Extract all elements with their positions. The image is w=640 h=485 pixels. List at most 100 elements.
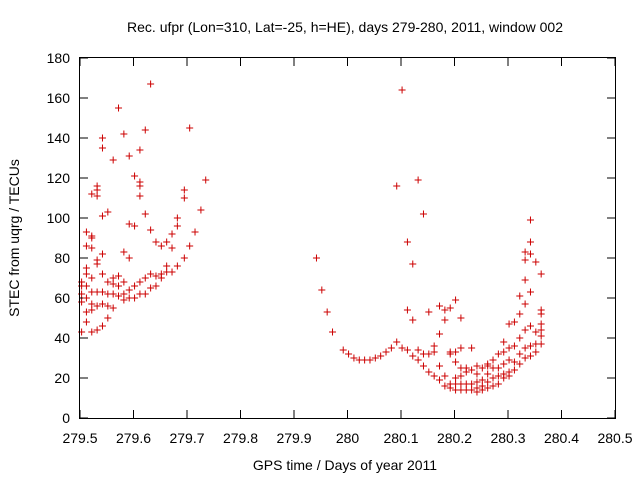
data-point bbox=[537, 340, 545, 348]
data-point bbox=[88, 244, 96, 252]
y-tick-label: 0 bbox=[62, 410, 70, 426]
data-point bbox=[500, 348, 508, 356]
y-tick-label: 60 bbox=[54, 290, 70, 306]
y-tick-label: 40 bbox=[54, 330, 70, 346]
data-point bbox=[516, 360, 524, 368]
data-point bbox=[521, 344, 529, 352]
data-point bbox=[537, 320, 545, 328]
data-point bbox=[526, 342, 534, 350]
data-point bbox=[88, 190, 96, 198]
data-point bbox=[505, 368, 513, 376]
data-point bbox=[446, 304, 454, 312]
data-point bbox=[202, 176, 210, 184]
data-point bbox=[191, 228, 199, 236]
y-tick-label: 20 bbox=[54, 370, 70, 386]
data-point bbox=[98, 250, 106, 258]
data-point bbox=[494, 364, 502, 372]
data-point bbox=[409, 260, 417, 268]
data-point bbox=[478, 376, 486, 384]
data-point bbox=[136, 146, 144, 154]
data-point bbox=[109, 280, 117, 288]
data-point bbox=[120, 278, 128, 286]
y-axis-ticks: 0 20 40 60 80 100 120 140 160 180 bbox=[47, 50, 615, 426]
data-point bbox=[382, 348, 390, 356]
data-point bbox=[521, 326, 529, 334]
data-point bbox=[98, 300, 106, 308]
data-point bbox=[441, 382, 449, 390]
data-point bbox=[141, 274, 149, 282]
data-point bbox=[173, 214, 181, 222]
data-point bbox=[398, 344, 406, 352]
data-point bbox=[414, 356, 422, 364]
data-point bbox=[425, 350, 433, 358]
data-point bbox=[510, 366, 518, 374]
data-point bbox=[186, 242, 194, 250]
data-point bbox=[186, 124, 194, 132]
data-point bbox=[82, 318, 90, 326]
data-point bbox=[125, 220, 133, 228]
data-point bbox=[168, 244, 176, 252]
data-point bbox=[173, 262, 181, 270]
data-point bbox=[98, 212, 106, 220]
data-point bbox=[441, 316, 449, 324]
data-point bbox=[430, 342, 438, 350]
data-point bbox=[473, 370, 481, 378]
data-point bbox=[136, 192, 144, 200]
data-point bbox=[468, 386, 476, 394]
data-point bbox=[125, 286, 133, 294]
data-point bbox=[521, 256, 529, 264]
plot-frame bbox=[79, 57, 616, 419]
data-point bbox=[93, 256, 101, 264]
data-point bbox=[131, 222, 139, 230]
data-point bbox=[510, 358, 518, 366]
data-point bbox=[120, 296, 128, 304]
x-tick-label: 280 bbox=[336, 430, 360, 446]
x-axis-ticks: 279.5 279.6 279.7 279.8 279.9 280 280.1 280.2 28… bbox=[62, 58, 633, 446]
data-point bbox=[147, 226, 155, 234]
data-point bbox=[500, 338, 508, 346]
data-point bbox=[312, 254, 320, 262]
data-point bbox=[147, 80, 155, 88]
data-point bbox=[403, 346, 411, 354]
data-point bbox=[115, 292, 123, 300]
data-point bbox=[532, 258, 540, 266]
data-point bbox=[425, 308, 433, 316]
data-point bbox=[510, 318, 518, 326]
data-point bbox=[82, 282, 90, 290]
data-point bbox=[537, 306, 545, 314]
data-point bbox=[484, 370, 492, 378]
data-point bbox=[452, 374, 460, 382]
data-point bbox=[141, 290, 149, 298]
data-point bbox=[510, 342, 518, 350]
data-point bbox=[414, 346, 422, 354]
data-point bbox=[452, 358, 460, 366]
data-point bbox=[115, 282, 123, 290]
data-point bbox=[419, 210, 427, 218]
data-point bbox=[88, 328, 96, 336]
data-point bbox=[366, 356, 374, 364]
data-point bbox=[521, 354, 529, 362]
data-point bbox=[473, 378, 481, 386]
data-point bbox=[88, 306, 96, 314]
data-point bbox=[115, 104, 123, 112]
data-point bbox=[537, 332, 545, 340]
data-point bbox=[152, 272, 160, 280]
x-tick-label: 280.1 bbox=[383, 430, 418, 446]
chart-title: Rec. ufpr (Lon=310, Lat=-25, h=HE), days… bbox=[127, 19, 563, 35]
data-point bbox=[98, 144, 106, 152]
data-point bbox=[98, 322, 106, 330]
data-point bbox=[163, 262, 171, 270]
data-point bbox=[393, 182, 401, 190]
data-point bbox=[387, 344, 395, 352]
data-point bbox=[109, 156, 117, 164]
data-point bbox=[452, 348, 460, 356]
data-point bbox=[88, 300, 96, 308]
data-point bbox=[104, 302, 112, 310]
data-point bbox=[457, 372, 465, 380]
data-point bbox=[109, 274, 117, 282]
data-point bbox=[88, 274, 96, 282]
data-point bbox=[329, 328, 337, 336]
data-point bbox=[441, 306, 449, 314]
